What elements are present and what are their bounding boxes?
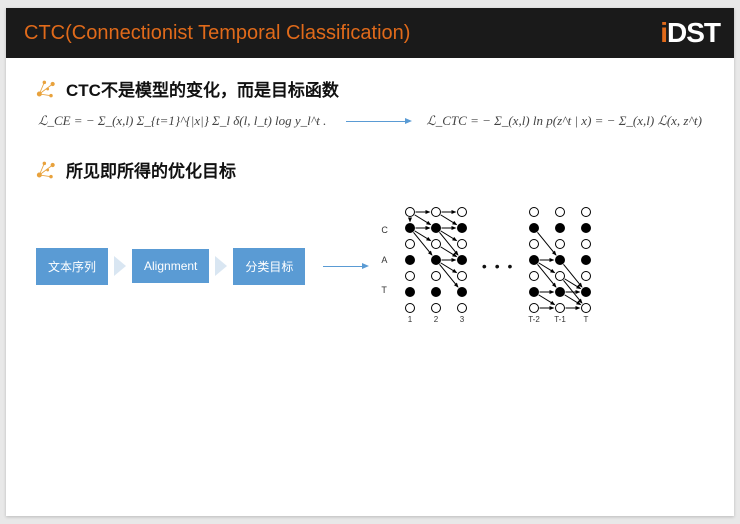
flow-box-1: 文本序列 <box>36 248 108 285</box>
flowchart: 文本序列 Alignment 分类目标 <box>36 248 305 285</box>
bullet-1-text: CTC不是模型的变化，而是目标函数 <box>66 76 339 101</box>
logo-main: DST <box>667 17 720 48</box>
network-icon <box>36 160 56 180</box>
lattice-diagram: CAT 1 2 3 • • • T-2 T-1 T <box>381 202 598 330</box>
bullet-1: CTC不是模型的变化，而是目标函数 <box>36 76 704 101</box>
bullet-2-text: 所见即所得的优化目标 <box>66 157 236 182</box>
arrow-icon <box>346 121 406 122</box>
formula-ce: ℒ_CE = − Σ_(x,l) Σ_{t=1}^{|x|} Σ_l δ(l, … <box>38 113 326 129</box>
ellipsis-icon: • • • <box>482 258 514 274</box>
flow-box-3: 分类目标 <box>233 248 305 285</box>
chevron-right-icon <box>114 256 126 276</box>
network-icon <box>36 79 56 99</box>
svg-text:1: 1 <box>408 315 413 324</box>
chevron-right-icon <box>215 256 227 276</box>
flow-box-2: Alignment <box>132 249 209 283</box>
svg-text:2: 2 <box>434 315 439 324</box>
logo: iDST <box>660 17 720 49</box>
lattice-row-labels: CAT <box>381 202 390 330</box>
slide-title: CTC(Connectionist Temporal Classificatio… <box>24 22 410 45</box>
svg-text:T: T <box>584 315 589 324</box>
slide-content: CTC不是模型的变化，而是目标函数 ℒ_CE = − Σ_(x,l) Σ_{t=… <box>6 58 734 348</box>
formula-row: ℒ_CE = − Σ_(x,l) Σ_{t=1}^{|x|} Σ_l δ(l, … <box>36 113 704 129</box>
formula-ctc: ℒ_CTC = − Σ_(x,l) ln p(z^t | x) = − Σ_(x… <box>426 113 702 129</box>
lattice-right: T-2 T-1 T <box>522 204 598 328</box>
svg-text:3: 3 <box>460 315 465 324</box>
logo-accent: i <box>660 17 667 48</box>
bullet-2: 所见即所得的优化目标 <box>36 157 704 182</box>
arrow-icon <box>323 266 363 267</box>
svg-text:T-1: T-1 <box>555 315 567 324</box>
svg-text:T-2: T-2 <box>529 315 541 324</box>
lower-row: 文本序列 Alignment 分类目标 CAT 1 2 3 • • • T-2 T-1… <box>36 202 704 330</box>
lattice-left: 1 2 3 <box>398 204 474 328</box>
slide: CTC(Connectionist Temporal Classificatio… <box>6 8 734 516</box>
title-bar: CTC(Connectionist Temporal Classificatio… <box>6 8 734 58</box>
